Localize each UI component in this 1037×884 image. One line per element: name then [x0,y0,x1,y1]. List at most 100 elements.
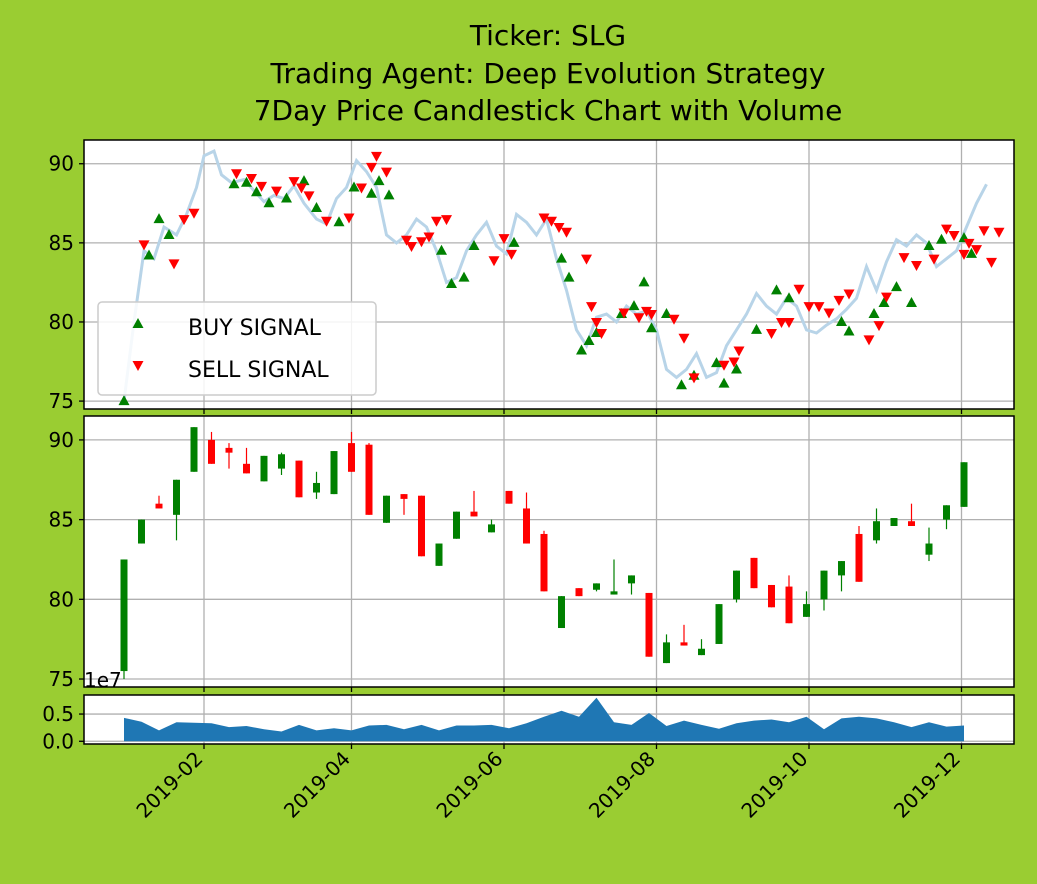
candles-plot-area [84,416,1014,687]
buy-signal-marker [446,277,457,288]
candle-body [943,505,950,520]
signals-y-ticks: 75 80 85 90 [49,152,84,413]
sell-signal-marker [381,167,392,178]
candle-body [785,586,793,624]
candle-body [505,490,513,504]
buy-signal-marker [583,334,595,345]
buy-signal-marker [891,281,902,292]
sell-signal-marker [863,335,875,346]
volume-frame [83,694,1015,745]
sell-signal-marker [356,183,367,194]
candle-body [960,462,968,507]
buy-markers [118,175,977,406]
signals-y-tick-label: 75 [49,389,74,413]
buy-signal-marker [966,247,977,258]
buy-signal-marker [563,271,575,282]
signals-frame [83,139,1015,410]
volume-y-ticks: 0.00.5 [42,702,84,753]
candle-body [173,479,180,515]
candle-body [663,642,670,664]
buy-signal-marker [878,296,890,307]
candle-body [698,648,705,656]
buy-signal-marker [751,323,762,334]
legend: BUY SIGNAL SELL SIGNAL [97,301,377,396]
buy-signal-marker [576,344,587,355]
sell-signal-marker [766,329,777,340]
sell-signal-marker [843,289,855,300]
sell-signal-marker [303,191,315,202]
sell-signal-marker [793,284,805,295]
sell-signal-marker [441,215,452,226]
candle-body [435,543,443,566]
buy-signal-marker [468,240,480,251]
candles-y-tick-label: 85 [49,508,74,532]
sell-signal-marker [963,238,975,249]
volume-scale-label: 1e7 [84,668,122,692]
buy-signal-marker [118,395,130,406]
sell-signal-marker [586,302,597,313]
candle-body [470,511,478,517]
candle-body [488,524,495,533]
candle-body [803,604,810,617]
buy-signal-marker [638,276,650,287]
buy-signal-marker [373,175,385,186]
signals-y-tick-label: 90 [49,152,74,176]
buy-signal-marker [263,197,275,208]
buy-signal-marker [436,244,447,255]
sell-signal-marker [168,259,180,270]
candles-y-tick-label: 75 [49,667,74,691]
sell-signal-marker [188,208,200,219]
signals-grid [84,140,1014,414]
candle-body [558,596,565,629]
sell-signal-marker [246,173,257,184]
candle-body [348,443,355,472]
sell-signal-marker [581,254,592,265]
sell-signal-marker [928,254,940,265]
sell-signal-marker [971,245,982,256]
sell-markers [138,151,1005,384]
candle-body [260,455,268,482]
sell-signal-marker [646,310,657,321]
sell-signal-marker [618,308,630,319]
sell-signal-marker [881,292,892,303]
buy-signal-marker [783,292,795,303]
sell-signal-marker [728,357,740,368]
sell-signal-marker [231,169,242,180]
sell-signal-marker [138,240,150,251]
buy-signal-marker [646,322,657,333]
buy-signal-marker [923,240,935,251]
sell-signal-marker [506,249,517,260]
candlesticks [120,427,968,680]
candle-body [383,495,390,523]
sell-signal-marker [948,230,960,241]
buy-signal-marker [836,315,847,326]
title-line-3: 7Day Price Candlestick Chart with Volume [254,94,843,127]
candle-body [680,642,688,646]
candles-y-tick-label: 90 [49,428,74,452]
sell-signal-marker [733,346,745,357]
sell-signal-marker [401,235,412,246]
sell-signal-marker [678,333,690,344]
buy-signal-marker [298,175,310,186]
candle-body [540,533,548,592]
candles-grid [84,416,1014,692]
buy-signal-marker [508,236,520,247]
buy-signal-marker [868,308,880,319]
candle-body [838,561,845,576]
sell-signal-marker [993,227,1005,238]
candle-body [295,460,303,498]
candle-body [575,588,583,597]
candle-body [243,463,250,474]
buy-signal-marker [333,216,345,227]
candle-body [908,521,915,526]
buy-signal-marker [251,186,262,197]
sell-signal-marker [596,329,607,340]
candles-panel: 75 80 85 90 [49,415,1015,692]
sell-signal-marker [978,226,990,237]
sell-signal-marker [296,183,307,194]
buy-signal-marker [228,178,240,189]
sell-signal-marker [986,257,997,268]
sell-signal-marker [256,181,267,192]
sell-signal-marker [591,317,602,328]
